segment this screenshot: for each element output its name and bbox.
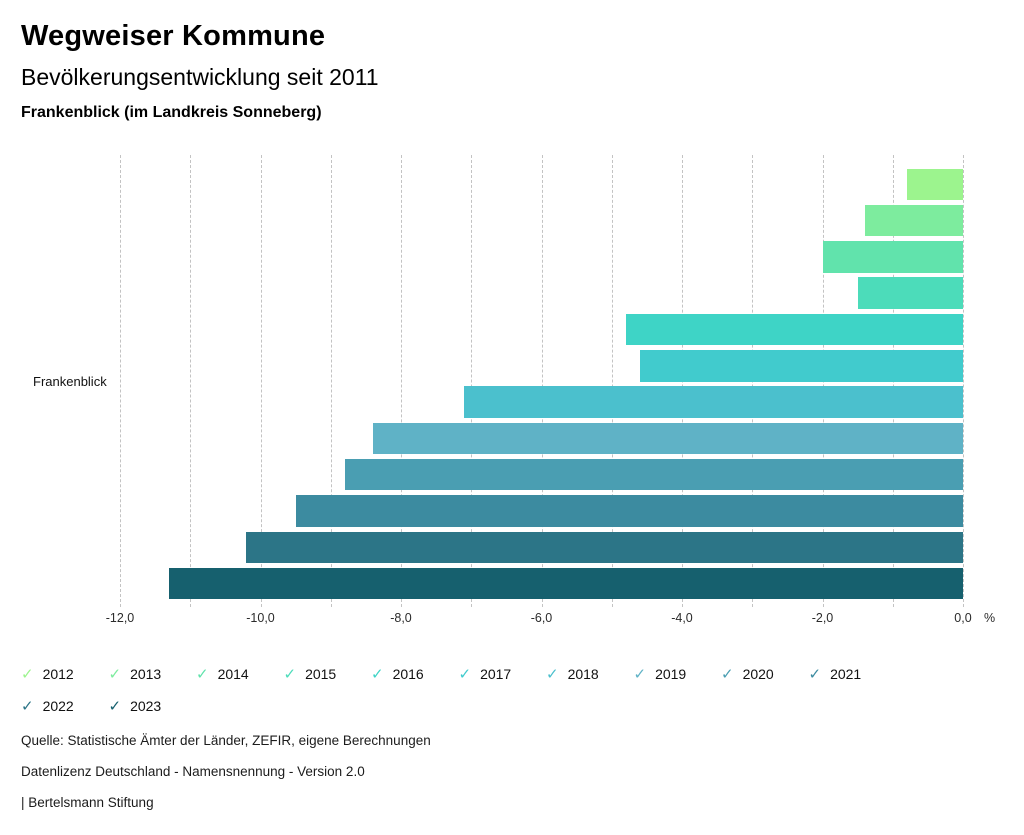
- x-tick--8: -8,0: [390, 611, 412, 625]
- bar-2013[interactable]: [864, 204, 963, 237]
- checkmark-icon: ✓: [21, 665, 34, 683]
- checkmark-icon: ✓: [283, 665, 297, 683]
- license-note: Datenlizenz Deutschland - Namensnennung …: [21, 764, 365, 779]
- checkmark-icon: ✓: [721, 665, 734, 683]
- checkmark-icon: ✓: [108, 697, 122, 715]
- checkmark-icon: ✓: [196, 665, 209, 683]
- legend-year-label: 2014: [217, 666, 249, 682]
- bar-2014[interactable]: [822, 241, 963, 273]
- source-note: Quelle: Statistische Ämter der Länder, Z…: [21, 733, 431, 748]
- legend-item-2016[interactable]: ✓ 2016: [371, 666, 459, 682]
- region-subtitle: Frankenblick (im Landkreis Sonneberg): [21, 104, 322, 121]
- legend-item-2012[interactable]: ✓ 2012: [21, 666, 109, 682]
- x-tick-0: 0,0: [954, 611, 972, 625]
- legend-item-2017[interactable]: ✓ 2017: [459, 666, 547, 682]
- bar-2022[interactable]: [246, 531, 963, 563]
- checkmark-icon: ✓: [108, 665, 122, 683]
- legend-year-label: 2021: [830, 666, 862, 682]
- legend-row-1: ✓ 2012 ✓ 2013 ✓ 2014 ✓ 2015 ✓ 2016 ✓ 2017 ✓ 2018 ✓ 2019…: [21, 658, 1001, 690]
- y-axis-category-label: Frankenblick: [33, 374, 107, 389]
- legend-item-2018[interactable]: ✓ 2018: [546, 666, 634, 682]
- legend-item-2014[interactable]: ✓ 2014: [196, 666, 284, 682]
- gridline--7: [471, 155, 473, 607]
- bar-2017[interactable]: [639, 350, 963, 382]
- gridline--8: [401, 155, 402, 607]
- publisher-note: | Bertelsmann Stiftung: [21, 795, 154, 810]
- x-axis-unit-label: %: [984, 611, 996, 625]
- checkmark-icon: ✓: [546, 665, 559, 683]
- legend-year-label: 2016: [392, 666, 424, 682]
- legend-year-label: 2019: [655, 666, 687, 682]
- x-tick--10: -10,0: [246, 611, 275, 625]
- bar-2021[interactable]: [295, 495, 963, 527]
- legend-item-2013[interactable]: ✓ 2013: [109, 666, 197, 682]
- gridline--9: [330, 155, 332, 607]
- legend-year-label: 2018: [567, 666, 599, 682]
- bar-2016[interactable]: [625, 313, 963, 346]
- bar-2012[interactable]: [906, 168, 963, 200]
- x-tick--4: -4,0: [671, 611, 693, 625]
- bar-2020[interactable]: [344, 458, 963, 491]
- legend-year-label: 2022: [42, 698, 74, 714]
- gridline-0: [963, 155, 964, 607]
- bar-chart: Frankenblick -12,0 -10,0 -8,0 -6,0 -4,0 -2,0 0…: [0, 150, 1024, 630]
- gridline--10: [260, 155, 262, 607]
- gridline--11: [190, 155, 192, 607]
- legend-year-label: 2012: [42, 666, 74, 682]
- gridline--5: [611, 155, 613, 607]
- legend-item-2021[interactable]: ✓ 2021: [809, 666, 897, 682]
- legend-item-2022[interactable]: ✓ 2022: [21, 698, 109, 714]
- bar-2023[interactable]: [169, 567, 963, 600]
- checkmark-icon: ✓: [371, 665, 384, 683]
- legend: ✓ 2012 ✓ 2013 ✓ 2014 ✓ 2015 ✓ 2016 ✓ 2017 ✓ 2018 ✓ 2019…: [21, 658, 1001, 722]
- checkmark-icon: ✓: [458, 665, 472, 683]
- x-tick--12: -12,0: [105, 611, 135, 625]
- bar-2019[interactable]: [372, 422, 963, 455]
- x-tick--6: -6,0: [530, 611, 553, 625]
- checkmark-icon: ✓: [21, 697, 34, 715]
- legend-year-label: 2023: [130, 698, 162, 714]
- bar-2018[interactable]: [464, 386, 963, 418]
- legend-year-label: 2020: [742, 666, 774, 682]
- legend-year-label: 2017: [480, 666, 512, 682]
- x-tick--2: -2,0: [811, 611, 834, 625]
- gridline--12: [120, 155, 121, 607]
- legend-item-2020[interactable]: ✓ 2020: [721, 666, 809, 682]
- legend-row-2: ✓ 2022 ✓ 2023: [21, 690, 1001, 722]
- chart-title: Bevölkerungsentwicklung seit 2011: [21, 64, 379, 90]
- checkmark-icon: ✓: [633, 665, 647, 683]
- page-title: Wegweiser Kommune: [21, 20, 326, 52]
- legend-year-label: 2015: [305, 666, 337, 682]
- legend-item-2023[interactable]: ✓ 2023: [109, 698, 197, 714]
- bar-2015[interactable]: [857, 277, 963, 309]
- gridline--6: [541, 155, 543, 607]
- legend-item-2019[interactable]: ✓ 2019: [634, 666, 722, 682]
- checkmark-icon: ✓: [808, 665, 822, 683]
- legend-year-label: 2013: [130, 666, 162, 682]
- legend-item-2015[interactable]: ✓ 2015: [284, 666, 372, 682]
